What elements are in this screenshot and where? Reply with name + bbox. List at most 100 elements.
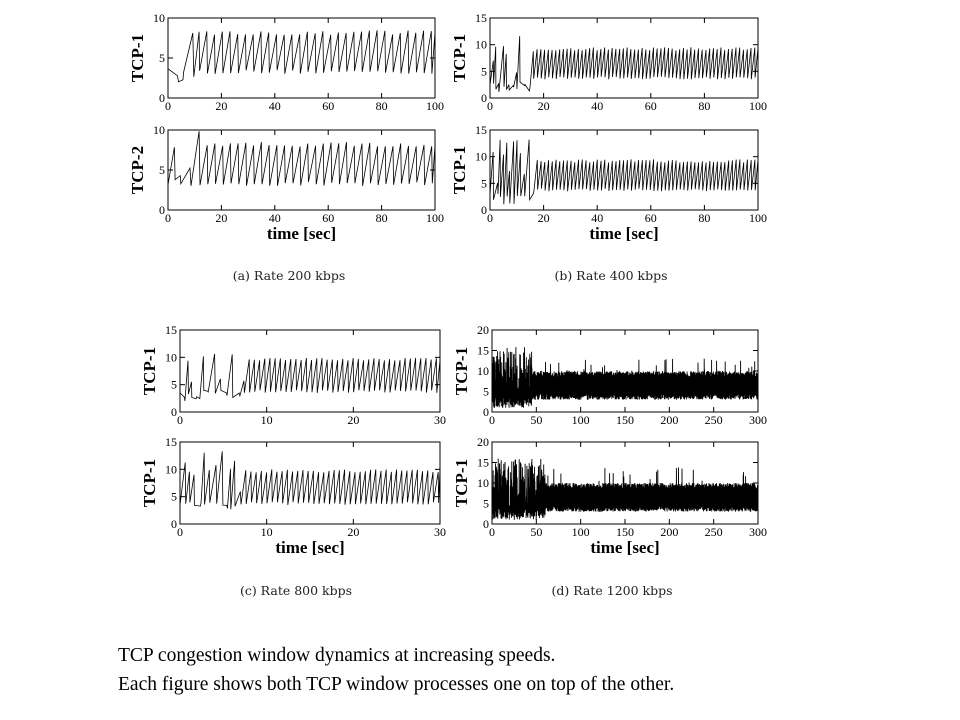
y-axis-label: TCP-1 [140, 347, 159, 395]
y-axis-label: TCP-1 [452, 347, 471, 395]
x-tick-label: 10 [261, 525, 273, 539]
subfigure-title: (a) Rate 200 kbps [233, 268, 346, 283]
chart-b: 0 20 40 60 80 100 0 5 10 15 TCP-1 0 20 40 60 80 100 0 5 10 1… [450, 11, 767, 283]
y-tick-label: 15 [475, 123, 487, 137]
y-tick-label: 0 [171, 405, 177, 419]
series-line-1 [167, 131, 436, 186]
plot-frame [179, 329, 441, 413]
x-tick-label: 60 [645, 99, 657, 113]
x-tick-label: 100 [749, 99, 767, 113]
x-tick-label: 0 [487, 211, 493, 225]
x-tick-label: 80 [376, 99, 388, 113]
y-tick-label: 0 [481, 203, 487, 217]
subfigure-title: (d) Rate 1200 kbps [551, 583, 672, 598]
x-tick-label: 300 [749, 413, 767, 427]
x-axis-label: time [sec] [590, 538, 659, 557]
y-tick-label: 0 [171, 517, 177, 531]
x-tick-label: 250 [705, 413, 723, 427]
y-tick-label: 5 [171, 490, 177, 504]
series-line-1 [489, 139, 759, 205]
y-tick-label: 0 [483, 517, 489, 531]
y-tick-label: 15 [477, 344, 489, 358]
x-axis-label: time [sec] [275, 538, 344, 557]
series-line-1 [491, 458, 759, 520]
y-tick-label: 10 [475, 38, 487, 52]
y-tick-label: 5 [483, 497, 489, 511]
y-tick-label: 10 [153, 123, 165, 137]
plot-frame [167, 129, 436, 211]
subfigure-title: (c) Rate 800 kbps [240, 583, 352, 598]
y-tick-label: 10 [165, 462, 177, 476]
x-tick-label: 20 [538, 99, 550, 113]
series-line-1 [179, 353, 441, 402]
x-tick-label: 300 [749, 525, 767, 539]
x-tick-label: 80 [376, 211, 388, 225]
x-tick-label: 0 [177, 525, 183, 539]
x-tick-label: 100 [572, 413, 590, 427]
panel-c-2: 0 10 20 30 0 5 10 15 TCP-1 time [sec] [140, 435, 446, 557]
y-tick-label: 0 [481, 91, 487, 105]
x-tick-label: 20 [347, 525, 359, 539]
x-tick-label: 80 [698, 99, 710, 113]
x-tick-label: 80 [698, 211, 710, 225]
x-tick-label: 100 [572, 525, 590, 539]
x-tick-label: 0 [177, 413, 183, 427]
x-axis-label: time [sec] [267, 224, 336, 243]
y-tick-label: 0 [483, 405, 489, 419]
x-tick-label: 20 [347, 413, 359, 427]
y-tick-label: 10 [153, 11, 165, 25]
y-tick-label: 0 [159, 203, 165, 217]
y-tick-label: 5 [159, 51, 165, 65]
y-tick-label: 5 [481, 176, 487, 190]
y-axis-label: TCP-1 [450, 34, 469, 82]
x-tick-label: 0 [487, 99, 493, 113]
x-tick-label: 0 [165, 99, 171, 113]
x-tick-label: 40 [269, 211, 281, 225]
series-line-1 [491, 347, 759, 408]
plot-frame [167, 17, 436, 99]
chart-c: 0 10 20 30 0 5 10 15 TCP-1 0 10 20 30 0 5 10 15 TCP-1 time… [140, 323, 446, 598]
y-tick-label: 5 [483, 385, 489, 399]
plot-frame [179, 441, 441, 525]
chart-a: 0 20 40 60 80 100 0 5 10 TCP-1 0 20 40 60 80 100 0 5 10 TCP… [128, 11, 444, 283]
x-tick-label: 60 [322, 99, 334, 113]
x-tick-label: 100 [426, 211, 444, 225]
x-tick-label: 40 [591, 99, 603, 113]
panel-b-1: 0 20 40 60 80 100 0 5 10 15 TCP-1 [450, 11, 767, 113]
plot-frame [489, 129, 759, 211]
x-tick-label: 30 [434, 525, 446, 539]
x-tick-label: 200 [660, 525, 678, 539]
caption-line-2: Each figure shows both TCP window proces… [118, 674, 675, 695]
y-axis-label: TCP-2 [128, 146, 147, 194]
series-line-1 [179, 451, 441, 510]
x-tick-label: 20 [215, 211, 227, 225]
x-tick-label: 0 [165, 211, 171, 225]
x-tick-label: 40 [269, 99, 281, 113]
y-axis-label: TCP-1 [450, 146, 469, 194]
y-tick-label: 10 [477, 476, 489, 490]
x-tick-label: 100 [749, 211, 767, 225]
x-tick-label: 150 [616, 525, 634, 539]
y-tick-label: 20 [477, 323, 489, 337]
x-axis-label: time [sec] [589, 224, 658, 243]
x-tick-label: 20 [215, 99, 227, 113]
series-line-1 [167, 30, 436, 83]
x-tick-label: 100 [426, 99, 444, 113]
x-tick-label: 0 [489, 413, 495, 427]
y-tick-label: 10 [165, 350, 177, 364]
panel-c-1: 0 10 20 30 0 5 10 15 TCP-1 [140, 323, 446, 427]
y-tick-label: 15 [165, 435, 177, 449]
y-tick-label: 20 [477, 435, 489, 449]
series-line-1 [489, 36, 759, 93]
y-axis-label: TCP-1 [140, 459, 159, 507]
x-tick-label: 50 [530, 413, 542, 427]
y-tick-label: 15 [477, 456, 489, 470]
subfigure-title: (b) Rate 400 kbps [554, 268, 667, 283]
x-tick-label: 0 [489, 525, 495, 539]
y-tick-label: 15 [475, 11, 487, 25]
plot-frame [489, 17, 759, 99]
x-tick-label: 20 [538, 211, 550, 225]
x-tick-label: 60 [322, 211, 334, 225]
